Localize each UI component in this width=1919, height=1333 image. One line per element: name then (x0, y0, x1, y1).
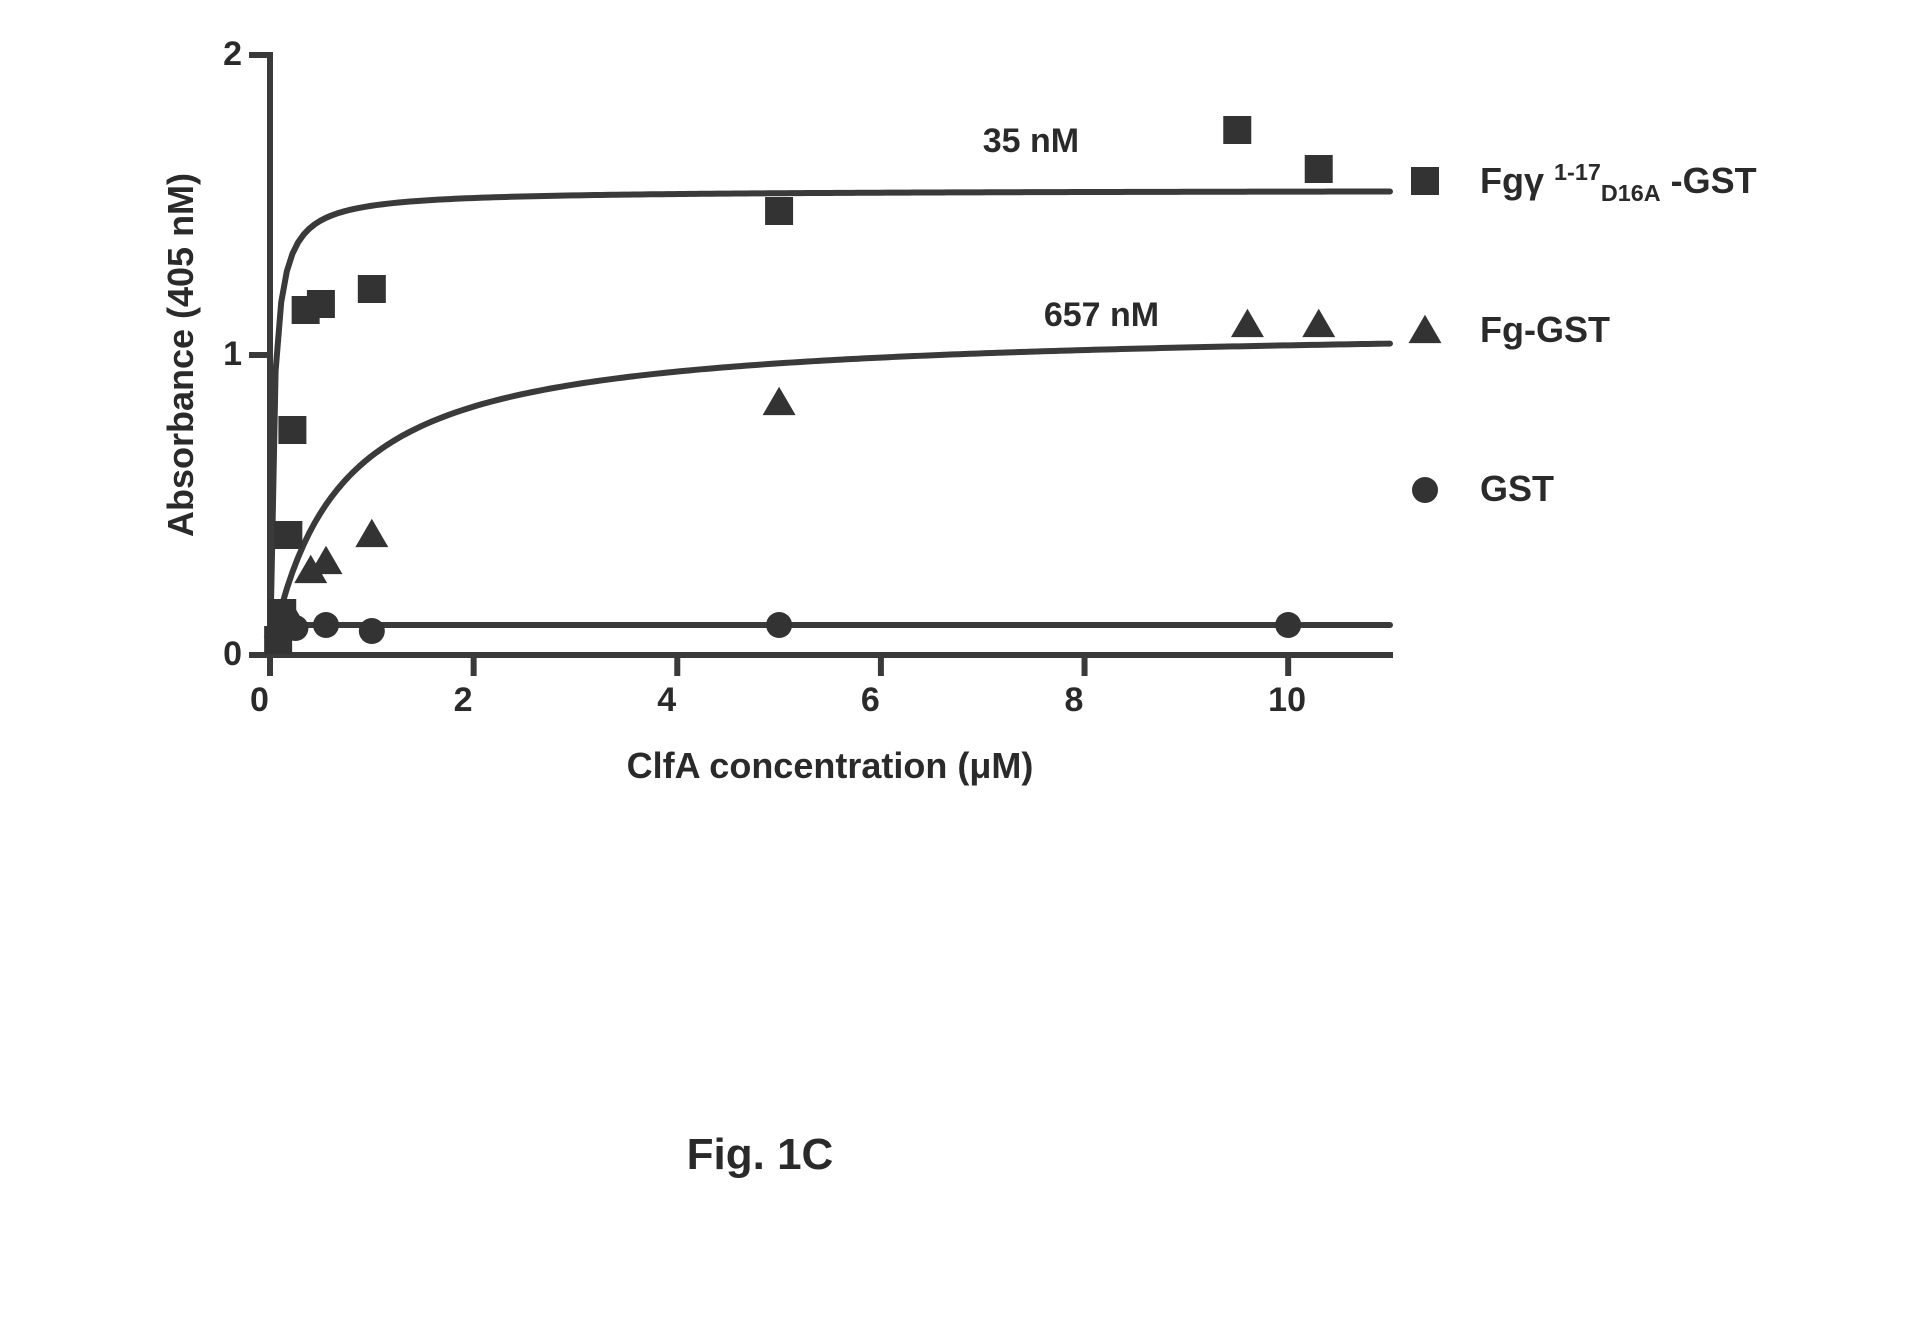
marker-fg_gst (1231, 309, 1264, 337)
x-tick-label: 8 (1065, 681, 1084, 720)
legend-marker-fg_gst (1409, 315, 1442, 343)
kd-annotation: 35 nM (983, 122, 1079, 161)
marker-fg_gst (310, 546, 343, 574)
page: Fig. 1C 0 2 4 6 8 10 ClfA concentration (μM) 0 1… (0, 0, 1919, 1328)
legend-label-fg_gst: Fg-GST (1480, 309, 1610, 351)
marker-fg_gst (355, 519, 388, 547)
x-tick-label: 6 (861, 681, 880, 720)
marker-gst (359, 618, 385, 644)
y-tick-label: 0 (223, 635, 242, 674)
x-axis-label: ClfA concentration (μM) (600, 745, 1060, 787)
curve-fgy117_d16a_gst (270, 191, 1390, 655)
marker-gst (766, 612, 792, 638)
y-axis-label: Absorbance (405 nM) (160, 155, 202, 555)
legend-marker-gst (1412, 477, 1438, 503)
marker-fgy117_d16a_gst (278, 416, 306, 444)
marker-fgy117_d16a_gst (274, 521, 302, 549)
x-tick-label: 10 (1268, 681, 1306, 720)
marker-fgy117_d16a_gst (765, 197, 793, 225)
x-tick-label: 4 (657, 681, 676, 720)
y-tick-label: 1 (223, 335, 242, 374)
legend-label-gst: GST (1480, 468, 1554, 510)
x-tick-label: 2 (454, 681, 473, 720)
marker-fg_gst (1302, 309, 1335, 337)
marker-fgy117_d16a_gst (307, 290, 335, 318)
x-tick-label: 0 (250, 681, 269, 720)
marker-fg_gst (763, 387, 796, 415)
y-tick-label: 2 (223, 35, 242, 74)
marker-fgy117_d16a_gst (1305, 155, 1333, 183)
legend-label-fgy117_d16a_gst: Fgγ 1-17D16A -GST (1480, 159, 1757, 207)
marker-fgy117_d16a_gst (358, 275, 386, 303)
marker-fgy117_d16a_gst (1223, 116, 1251, 144)
curve-fg_gst (270, 344, 1390, 655)
marker-gst (1275, 612, 1301, 638)
marker-gst (282, 615, 308, 641)
kd-annotation: 657 nM (1044, 296, 1159, 335)
marker-gst (313, 612, 339, 638)
figure-caption: Fig. 1C (660, 1130, 860, 1180)
legend-marker-fgy117_d16a_gst (1411, 167, 1439, 195)
